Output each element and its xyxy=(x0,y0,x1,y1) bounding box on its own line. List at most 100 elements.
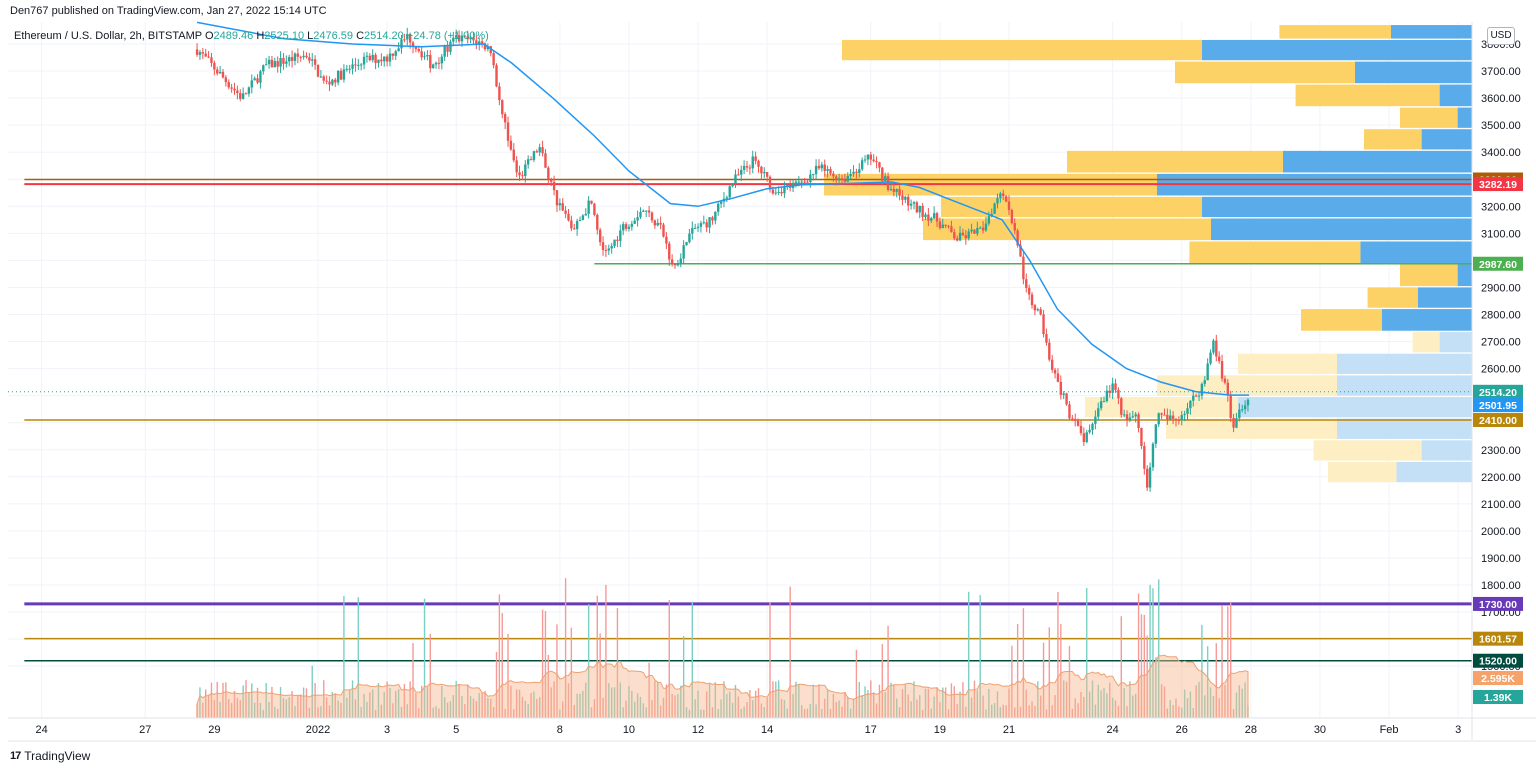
price-tick-label: 2700.00 xyxy=(1481,337,1521,349)
candle-body xyxy=(512,149,515,161)
candle-body xyxy=(653,220,657,226)
time-tick-label: 30 xyxy=(1314,724,1326,736)
candle-body xyxy=(578,219,582,222)
volume-profile-down xyxy=(1279,25,1391,39)
volume-profile-down xyxy=(1313,440,1422,461)
candle-body xyxy=(835,176,838,181)
level-price-tag xyxy=(1473,653,1523,668)
candle-body xyxy=(319,76,323,78)
candle-body xyxy=(279,57,282,67)
candle-body xyxy=(1122,414,1126,416)
candle-body xyxy=(216,69,219,74)
price-tick-label: 3200.00 xyxy=(1481,201,1521,213)
candle-body xyxy=(659,222,662,225)
candle-body xyxy=(734,174,737,184)
candle-body xyxy=(1091,423,1094,430)
candle-body xyxy=(1131,416,1135,418)
candle-body xyxy=(590,200,593,204)
candle-body xyxy=(921,205,924,218)
candle-body xyxy=(359,64,363,66)
low-label: L xyxy=(307,30,314,42)
candle-body xyxy=(1166,414,1169,420)
candle-body xyxy=(501,100,504,115)
candle-body xyxy=(492,53,495,66)
volume-profile-up xyxy=(1337,418,1472,439)
time-tick-label: 26 xyxy=(1176,724,1188,736)
candle-body xyxy=(904,196,907,200)
candle-body xyxy=(941,224,944,229)
candle-body xyxy=(495,65,498,87)
publisher-credit: Den767 published on TradingView.com, Jan… xyxy=(10,5,327,17)
candle-body xyxy=(1241,409,1244,411)
candle-body xyxy=(503,114,507,123)
volume-profile-down xyxy=(941,196,1202,218)
candle-body xyxy=(1002,193,1005,197)
candle-body xyxy=(1030,294,1034,306)
candle-body xyxy=(1203,380,1206,384)
candle-body xyxy=(544,153,547,168)
currency-button[interactable]: USD xyxy=(1487,27,1515,45)
candle-body xyxy=(780,191,783,194)
candle-body xyxy=(1217,356,1221,362)
candle-body xyxy=(296,53,300,57)
candle-body xyxy=(541,147,544,154)
candle-body xyxy=(394,51,397,56)
high-label: H xyxy=(256,30,265,42)
candle-body xyxy=(365,55,369,57)
candle-body xyxy=(259,71,262,83)
candle-body xyxy=(1189,400,1192,409)
candle-body xyxy=(645,210,648,212)
candle-body xyxy=(308,57,311,61)
candle-body xyxy=(535,151,539,153)
candle-body xyxy=(1146,468,1149,488)
candle-body xyxy=(526,159,530,165)
candle-body xyxy=(483,43,487,50)
candle-body xyxy=(840,178,844,180)
candle-body xyxy=(1099,401,1103,409)
candle-body xyxy=(728,186,731,198)
candle-body xyxy=(1174,418,1178,420)
candle-body xyxy=(1186,408,1189,414)
candle-body xyxy=(627,226,631,229)
candle-body xyxy=(1212,340,1215,353)
candle-body xyxy=(1169,415,1172,420)
volume-profile-up xyxy=(1238,397,1472,418)
candle-body xyxy=(682,245,685,259)
level-price-label: 1601.57 xyxy=(1479,634,1517,646)
candle-body xyxy=(584,213,587,216)
candle-body xyxy=(1016,230,1019,246)
candle-body xyxy=(999,193,1002,199)
time-tick-label: 10 xyxy=(623,724,635,736)
candle-body xyxy=(573,228,576,230)
time-tick-label: 29 xyxy=(208,724,220,736)
candle-body xyxy=(230,87,233,89)
time-tick-label: 19 xyxy=(934,724,946,736)
candle-body xyxy=(555,190,559,206)
candle-body xyxy=(420,51,423,58)
candle-body xyxy=(446,46,449,52)
candle-body xyxy=(892,189,896,192)
candle-body xyxy=(213,62,216,70)
candle-body xyxy=(1200,383,1204,396)
candle-body xyxy=(331,79,334,85)
candle-body xyxy=(981,227,985,231)
volume-profile xyxy=(824,25,1472,483)
candle-body xyxy=(619,230,622,241)
time-tick-label: 5 xyxy=(453,724,459,736)
candle-body xyxy=(895,189,898,192)
candle-body xyxy=(403,39,406,41)
volume-profile-up xyxy=(1421,129,1472,150)
candle-body xyxy=(869,154,872,160)
volume-profile-up xyxy=(1202,196,1472,218)
candle-body xyxy=(1082,433,1086,443)
candle-body xyxy=(1071,418,1074,420)
candle-body xyxy=(239,93,242,99)
volume-profile-down xyxy=(1364,129,1422,150)
candle-body xyxy=(1160,413,1163,415)
candle-body xyxy=(408,34,412,43)
candle-body xyxy=(469,37,472,40)
candle-body xyxy=(1229,395,1232,418)
candle-body xyxy=(1232,417,1235,428)
price-axis-labels: 3299.003282.192987.602410.001730.001601.… xyxy=(1473,172,1523,704)
